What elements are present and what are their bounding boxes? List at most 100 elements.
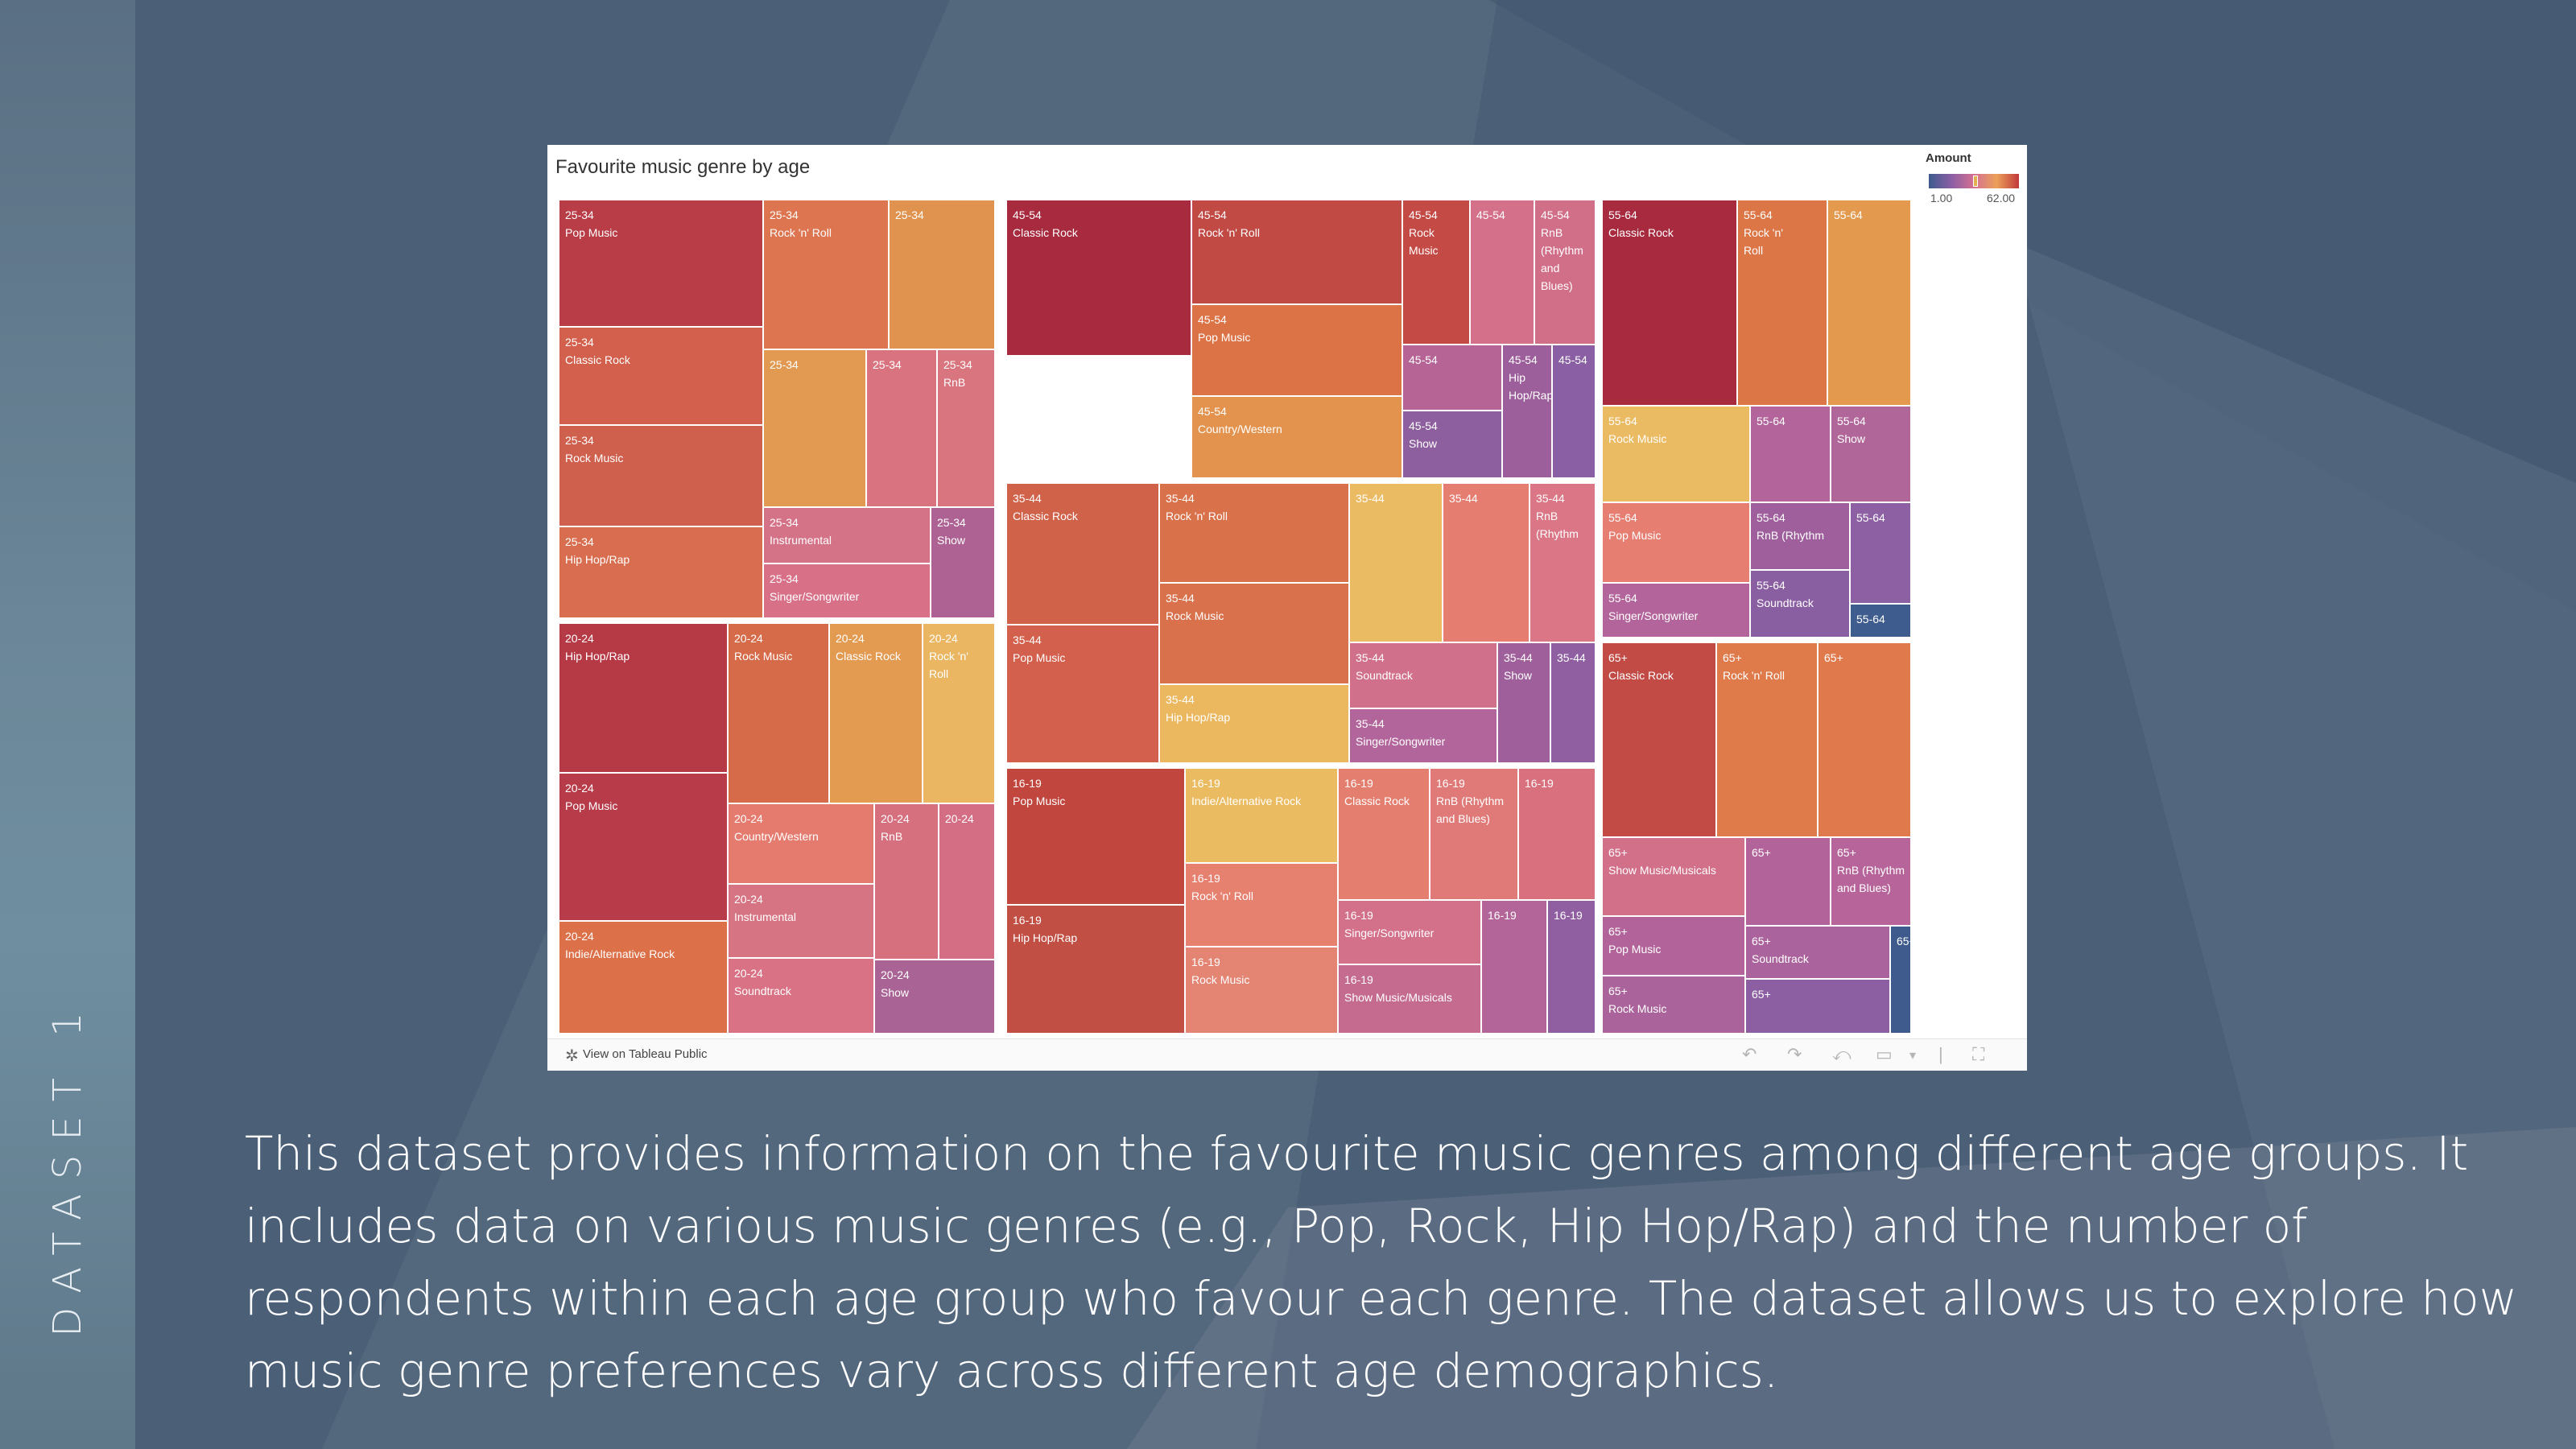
treemap-cell[interactable] [1192, 305, 1402, 395]
treemap-cell[interactable] [1603, 917, 1744, 975]
treemap-cell[interactable] [1350, 709, 1496, 762]
treemap-cell[interactable] [1831, 838, 1910, 925]
treemap-cell[interactable] [729, 959, 873, 1033]
treemap-cell-age-label: 20-24 [565, 782, 594, 795]
treemap-cell[interactable] [1160, 584, 1348, 683]
share-icon[interactable]: ▭ [1876, 1044, 1893, 1064]
treemap-cell[interactable] [931, 508, 994, 617]
treemap-cell[interactable] [1828, 200, 1910, 405]
treemap-cell[interactable] [938, 350, 994, 506]
treemap-cell-age-label: 20-24 [734, 812, 763, 825]
treemap-cell-age-label: 65+ [1723, 651, 1742, 664]
treemap-cell[interactable] [890, 200, 994, 349]
treemap-cell[interactable] [1603, 407, 1749, 502]
treemap-cell[interactable] [1007, 769, 1184, 904]
treemap-cell-age-label: 16-19 [1488, 909, 1517, 922]
treemap-cell[interactable] [1751, 503, 1849, 569]
treemap-cell[interactable] [1350, 643, 1496, 708]
treemap-cell[interactable] [1192, 397, 1402, 477]
treemap-cell[interactable] [1603, 976, 1744, 1033]
treemap-cell[interactable] [1498, 643, 1550, 762]
treemap-cell[interactable] [875, 804, 938, 959]
treemap-cell-genre-label: Classic Rock [1608, 669, 1674, 682]
treemap-cell[interactable] [1339, 769, 1429, 899]
treemap-cell-genre-label: Hip Hop/Rap [565, 650, 630, 663]
treemap-cell[interactable] [1339, 965, 1480, 1033]
treemap-cell[interactable] [1818, 643, 1910, 836]
treemap-cell[interactable] [764, 200, 888, 349]
treemap-cell[interactable] [764, 508, 930, 563]
treemap-cell[interactable] [1186, 864, 1337, 946]
treemap-cell[interactable] [1891, 927, 1910, 1033]
treemap-cell[interactable] [830, 624, 922, 803]
treemap-cell[interactable] [1350, 484, 1442, 642]
treemap-cell[interactable] [867, 350, 936, 506]
treemap-cell[interactable] [939, 804, 994, 959]
treemap-cell[interactable] [1007, 484, 1158, 624]
treemap-cell[interactable] [1403, 345, 1501, 410]
treemap-cell-age-label: 65+ [1608, 985, 1628, 997]
treemap-cell[interactable] [1007, 200, 1191, 355]
treemap-cell[interactable] [1717, 643, 1817, 836]
treemap-cell[interactable] [1403, 411, 1501, 477]
treemap-cell[interactable] [1430, 769, 1517, 899]
fullscreen-icon[interactable]: ⛶ [1972, 1044, 1985, 1064]
treemap-cell[interactable] [729, 624, 828, 803]
treemap-cell[interactable] [1007, 906, 1184, 1033]
treemap-cell[interactable] [1603, 503, 1749, 582]
treemap-cell[interactable] [559, 200, 762, 326]
treemap-cell[interactable] [729, 804, 873, 883]
treemap-cell-genre-label: Singer/Songwriter [1344, 927, 1435, 939]
treemap-cell[interactable] [559, 624, 727, 772]
treemap-cell[interactable] [1160, 484, 1348, 582]
treemap-cell[interactable] [1751, 571, 1849, 637]
treemap-cell[interactable] [1551, 643, 1595, 762]
treemap-cell[interactable] [1738, 200, 1827, 405]
treemap-cell[interactable] [1403, 200, 1469, 344]
treemap-cell[interactable] [1503, 345, 1551, 477]
treemap-cell[interactable] [923, 624, 994, 803]
treemap-cell[interactable] [1746, 927, 1889, 978]
treemap-cell[interactable] [1186, 769, 1337, 862]
treemap-cell[interactable] [1530, 484, 1595, 642]
treemap-cell[interactable] [1751, 407, 1830, 502]
treemap-cell[interactable] [729, 885, 873, 957]
treemap-cell[interactable] [559, 426, 762, 526]
treemap-cell[interactable] [1192, 200, 1402, 303]
dropdown-icon[interactable]: ▾ [1909, 1049, 1917, 1063]
treemap-cell-age-label: 35-44 [1356, 492, 1385, 505]
redo-icon[interactable]: ↷ [1787, 1044, 1802, 1064]
treemap-cell[interactable] [559, 527, 762, 617]
treemap-cell[interactable] [1535, 200, 1595, 344]
treemap-cell[interactable] [1603, 584, 1749, 637]
treemap-cell[interactable] [1548, 901, 1595, 1033]
treemap-cell[interactable] [1519, 769, 1595, 899]
revert-icon[interactable]: ⤺ [1832, 1044, 1852, 1064]
treemap-cell[interactable] [1603, 838, 1744, 915]
treemap-cell[interactable] [1603, 643, 1715, 836]
treemap-cell[interactable] [1160, 685, 1348, 762]
treemap-cell-age-label: 55-64 [1757, 511, 1785, 524]
view-on-tableau-link[interactable]: View on Tableau Public [583, 1047, 708, 1061]
treemap-cell[interactable] [1339, 901, 1480, 964]
treemap-cell[interactable] [1482, 901, 1546, 1033]
treemap-cell[interactable] [1471, 200, 1534, 344]
treemap-cell[interactable] [1553, 345, 1595, 477]
treemap-cell[interactable] [1603, 200, 1736, 405]
treemap-cell[interactable] [1746, 980, 1889, 1033]
treemap-cell[interactable] [559, 922, 727, 1033]
treemap-cell[interactable] [1831, 407, 1910, 502]
treemap-cell[interactable] [1186, 947, 1337, 1033]
treemap-cell[interactable] [1746, 838, 1830, 925]
treemap-cell[interactable] [875, 960, 994, 1033]
treemap-cell[interactable] [559, 774, 727, 920]
treemap-cell[interactable] [1007, 625, 1158, 762]
treemap-cell[interactable] [1851, 605, 1910, 637]
treemap-cell[interactable] [1851, 503, 1910, 603]
treemap-cell[interactable] [1443, 484, 1529, 642]
undo-icon[interactable]: ↶ [1742, 1044, 1757, 1064]
treemap-cell[interactable] [559, 328, 762, 424]
treemap-cell[interactable] [764, 564, 930, 617]
treemap-cell[interactable] [764, 350, 865, 506]
tableau-embed[interactable]: Favourite music genre by age Amount 1.00… [547, 145, 2027, 1071]
